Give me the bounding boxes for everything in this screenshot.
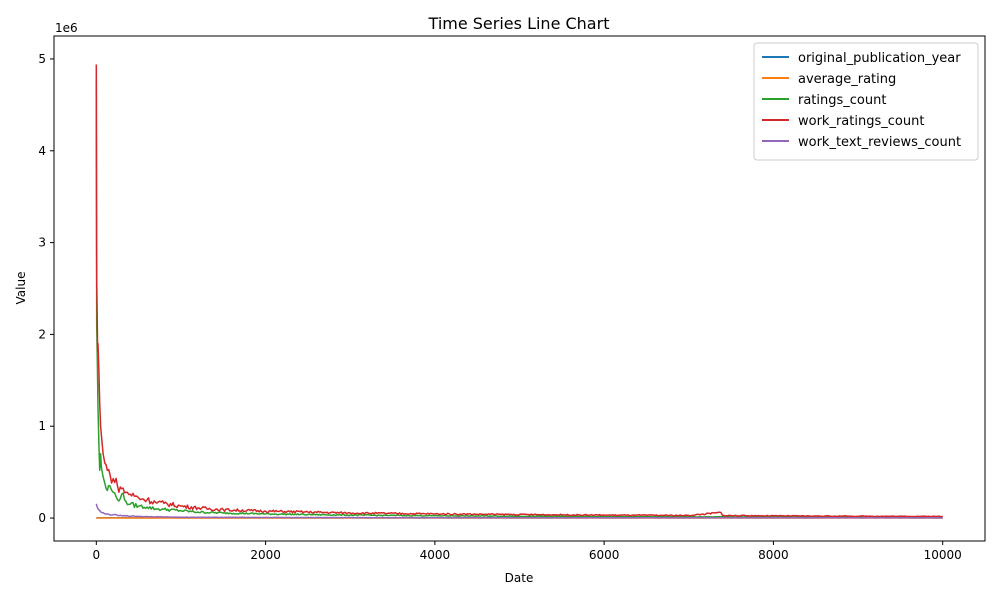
ticks-layer: 0 2000 4000 6000 8000 10000 0 1 2 3 4 5	[38, 52, 961, 562]
x-tick-label: 10000	[924, 548, 962, 562]
y-offset-label: 1e6	[55, 21, 78, 35]
y-tick-label: 3	[38, 236, 46, 250]
legend-box	[753, 42, 979, 161]
legend-label-ratings_count: ratings_count	[798, 93, 886, 108]
x-tick-label: 2000	[250, 548, 281, 562]
series-layer	[95, 64, 943, 519]
y-tick-label: 1	[38, 419, 46, 433]
legend-label-original_publication_year: original_publication_year	[798, 51, 961, 66]
x-tick-label: 0	[92, 548, 100, 562]
x-axis-title: Date	[505, 571, 534, 585]
legend-label-average_rating: average_rating	[798, 72, 896, 87]
series-line-work_ratings_count	[95, 64, 943, 518]
y-tick-label: 4	[38, 144, 46, 158]
y-tick-label: 5	[38, 52, 46, 66]
x-tick-label: 4000	[420, 548, 451, 562]
series-line-work_text_reviews_count	[95, 503, 943, 519]
x-tick-label: 8000	[758, 548, 789, 562]
plot-frame	[53, 35, 986, 542]
chart-title: Time Series Line Chart	[428, 14, 610, 33]
legend-label-work_ratings_count: work_ratings_count	[798, 114, 924, 129]
y-axis-title: Value	[14, 272, 28, 305]
plot-area	[53, 35, 986, 542]
y-tick-label: 0	[38, 511, 46, 525]
legend-label-work_text_reviews_count: work_text_reviews_count	[798, 135, 961, 150]
legend: original_publication_year average_ratingr…	[753, 42, 979, 161]
x-tick-label: 6000	[589, 548, 620, 562]
series-line-ratings_count	[95, 79, 943, 519]
y-tick-label: 2	[38, 327, 46, 341]
